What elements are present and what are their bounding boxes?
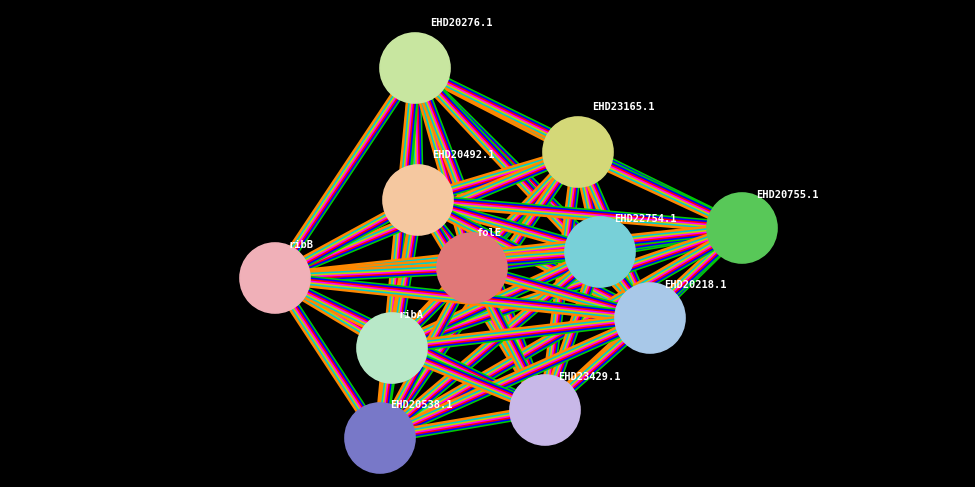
Circle shape bbox=[240, 243, 310, 313]
Circle shape bbox=[543, 117, 613, 187]
Text: folE: folE bbox=[476, 228, 501, 238]
Circle shape bbox=[510, 375, 580, 445]
Circle shape bbox=[707, 193, 777, 263]
Text: EHD23429.1: EHD23429.1 bbox=[558, 372, 620, 382]
Circle shape bbox=[437, 233, 507, 303]
Circle shape bbox=[380, 33, 450, 103]
Circle shape bbox=[357, 313, 427, 383]
Text: ribA: ribA bbox=[398, 310, 423, 320]
Text: EHD20755.1: EHD20755.1 bbox=[756, 190, 818, 200]
Text: EHD20218.1: EHD20218.1 bbox=[664, 280, 726, 290]
Circle shape bbox=[565, 217, 635, 287]
Text: EHD22754.1: EHD22754.1 bbox=[614, 214, 677, 224]
Text: ribB: ribB bbox=[288, 240, 313, 250]
Text: EHD20276.1: EHD20276.1 bbox=[430, 18, 492, 28]
Circle shape bbox=[615, 283, 685, 353]
Text: EHD23165.1: EHD23165.1 bbox=[592, 102, 654, 112]
Text: EHD20538.1: EHD20538.1 bbox=[390, 400, 452, 410]
Circle shape bbox=[345, 403, 415, 473]
Text: EHD20492.1: EHD20492.1 bbox=[432, 150, 494, 160]
Circle shape bbox=[383, 165, 453, 235]
